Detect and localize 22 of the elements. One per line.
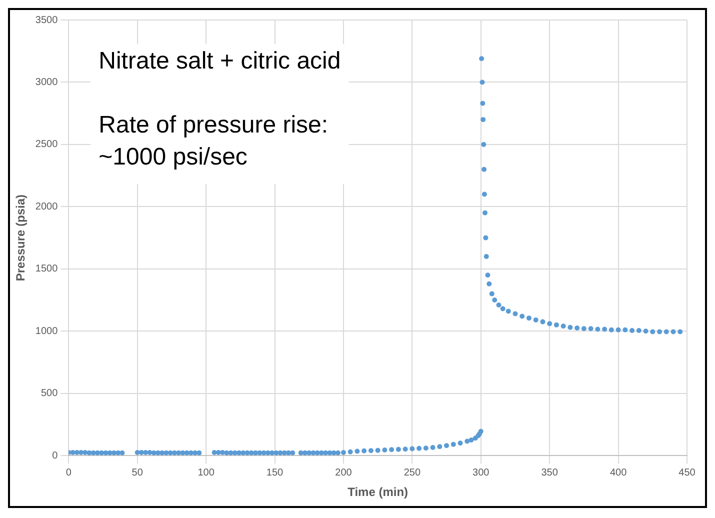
x-axis-title: Time (min) bbox=[348, 485, 408, 500]
y-tick-label: 3500 bbox=[35, 14, 58, 26]
y-tick-label: 500 bbox=[40, 388, 58, 400]
y-tick-label: 2500 bbox=[35, 139, 58, 150]
x-tick-label: 350 bbox=[541, 467, 558, 478]
annotation: Nitrate salt + citric acid bbox=[98, 48, 341, 75]
y-tick-label: 2000 bbox=[35, 201, 58, 212]
x-tick-label: 200 bbox=[335, 467, 352, 478]
annotation: Rate of pressure rise: ~1000 psi/sec bbox=[98, 112, 328, 171]
x-tick-label: 450 bbox=[678, 467, 696, 478]
x-tick-label: 0 bbox=[66, 467, 72, 478]
y-tick-label: 1500 bbox=[35, 264, 58, 275]
x-tick-label: 250 bbox=[404, 467, 421, 478]
x-tick-label: 300 bbox=[472, 467, 490, 478]
x-tick-label: 150 bbox=[266, 467, 284, 478]
y-tick-label: 3000 bbox=[35, 76, 58, 88]
x-tick-label: 100 bbox=[198, 467, 215, 478]
y-tick-label: 0 bbox=[52, 450, 58, 462]
y-tick-label: 1000 bbox=[35, 326, 58, 337]
y-axis-title: Pressure (psia) bbox=[14, 194, 28, 282]
x-tick-label: 50 bbox=[132, 467, 144, 478]
x-tick-label: 400 bbox=[610, 467, 628, 478]
